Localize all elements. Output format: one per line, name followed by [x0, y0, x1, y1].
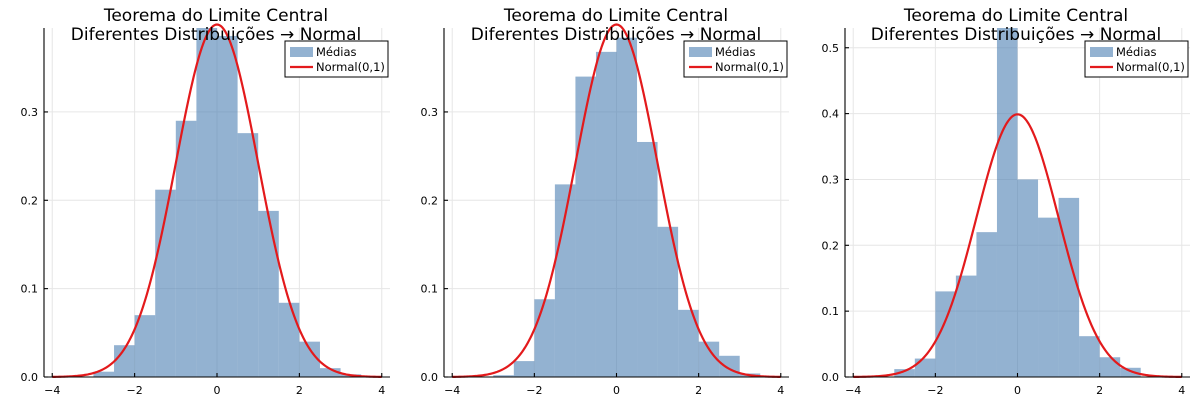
histogram-bar [914, 358, 936, 377]
histogram-bar [1099, 357, 1121, 377]
histogram-bar [955, 275, 977, 377]
y-tick-label: 0.0 [421, 371, 439, 384]
chart-title-line-1: Teorema do Limite Central [903, 6, 1128, 26]
chart-title-line-1: Teorema do Limite Central [103, 6, 328, 26]
chart-panel-1: −4 −2 0 2 4 0.0 0.1 0.2 0.3 Teorema do Limite Cen… [21, 6, 390, 397]
y-tick-label: 0.3 [421, 106, 439, 119]
chart-title-line-2: Diferentes Distribuições → Normal [71, 25, 361, 45]
histogram-bar [1017, 179, 1039, 377]
histogram-bar [935, 291, 956, 377]
histogram-bar [616, 37, 638, 377]
histogram-bar [698, 341, 720, 377]
y-tick-label: 0.1 [21, 283, 39, 296]
x-tick-label: 0 [214, 384, 221, 397]
histogram-bar [299, 341, 320, 377]
histogram-bar [976, 232, 997, 377]
histogram-bar [114, 345, 135, 377]
legend-label-normal: Normal(0,1) [316, 60, 385, 74]
histogram-bar [996, 28, 1018, 377]
histogram-bar [534, 299, 555, 377]
y-tick-label: 0.3 [822, 173, 840, 186]
x-tick-label: −2 [127, 384, 143, 397]
histogram-bar [93, 371, 115, 377]
legend-swatch-histogram [290, 47, 313, 57]
y-tick-label: 0.0 [21, 371, 39, 384]
histogram-bars [894, 28, 1141, 377]
chart-title-line-2: Diferentes Distribuições → Normal [471, 25, 761, 45]
histogram-bar [1079, 336, 1100, 377]
histogram-bar [493, 375, 514, 377]
histogram-bar [258, 210, 279, 377]
histogram-bar [319, 368, 341, 377]
legend-swatch-histogram [1090, 47, 1113, 57]
histogram-bar [278, 302, 300, 377]
histogram-bar [513, 361, 535, 377]
legend-label-histogram: Médias [316, 45, 357, 59]
normal-curve-line [853, 113, 1182, 379]
histogram-bar [217, 35, 238, 377]
legend-label-histogram: Médias [1116, 45, 1157, 59]
chart-title-line-2: Diferentes Distribuições → Normal [871, 25, 1161, 45]
x-tick-label: −2 [526, 384, 542, 397]
histogram-bars [493, 37, 761, 377]
histogram-bar [1038, 217, 1059, 377]
normal-curve-line [52, 23, 382, 378]
y-tick-label: 0.0 [822, 371, 840, 384]
histogram-bar [719, 355, 740, 377]
y-tick-label: 0.2 [21, 194, 39, 207]
x-tick-label: −4 [44, 384, 60, 397]
x-tick-label: −4 [444, 384, 460, 397]
legend-label-normal: Normal(0,1) [715, 60, 784, 74]
normal-curve-line [452, 23, 781, 378]
x-tick-label: 2 [1096, 384, 1103, 397]
x-tick-label: 2 [695, 384, 702, 397]
histogram-bar [894, 369, 915, 377]
x-tick-label: −4 [845, 384, 861, 397]
legend-label-normal: Normal(0,1) [1116, 60, 1185, 74]
y-tick-label: 0.1 [822, 305, 840, 318]
y-tick-label: 0.5 [822, 42, 840, 55]
histogram-bar [575, 76, 596, 377]
x-tick-label: 2 [296, 384, 303, 397]
x-tick-label: −2 [927, 384, 943, 397]
histogram-bars [93, 28, 362, 377]
y-tick-label: 0.2 [421, 194, 439, 207]
x-tick-label: 4 [378, 384, 385, 397]
x-tick-label: 0 [613, 384, 620, 397]
histogram-bar [175, 120, 197, 377]
histogram-bar [196, 28, 217, 377]
histogram-bar [657, 226, 679, 377]
x-tick-label: 4 [777, 384, 784, 397]
histogram-bar [237, 133, 259, 377]
legend-label-histogram: Médias [715, 45, 756, 59]
histogram-bar [595, 51, 617, 377]
histogram-bar [554, 184, 576, 377]
histogram-bar [1058, 197, 1080, 377]
histogram-bar [678, 309, 699, 377]
chart-panel-3: −4 −2 0 2 4 0.0 0.1 0.2 0.3 0.4 0.5 Teorema do Limi… [822, 6, 1190, 397]
chart-panel-2: −4 −2 0 2 4 0.0 0.1 0.2 0.3 Teorema do Limite Cen… [421, 6, 789, 397]
y-tick-label: 0.4 [822, 108, 840, 121]
histogram-bar [134, 315, 156, 377]
y-tick-label: 0.2 [822, 239, 840, 252]
y-tick-label: 0.3 [21, 106, 39, 119]
histogram-bar [1120, 367, 1141, 377]
legend-swatch-histogram [689, 47, 712, 57]
y-tick-label: 0.1 [421, 283, 439, 296]
x-tick-label: 0 [1014, 384, 1021, 397]
histogram-bar [637, 141, 658, 377]
x-tick-label: 4 [1178, 384, 1185, 397]
chart-title-line-1: Teorema do Limite Central [503, 6, 728, 26]
